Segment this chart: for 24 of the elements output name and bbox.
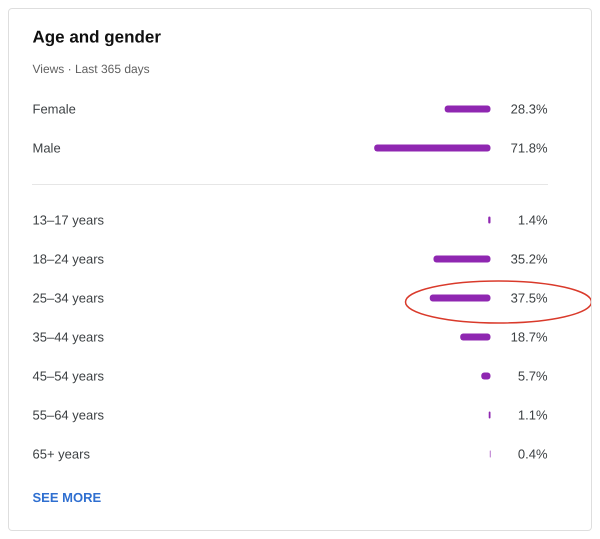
- bar: [460, 334, 490, 340]
- y-tick-label: 18–24 years: [32, 252, 105, 266]
- data-label: 35.2%: [510, 252, 548, 266]
- data-label: 5.7%: [518, 368, 548, 384]
- y-tick-label: Female: [32, 102, 76, 116]
- y-tick-label: 25–34 years: [32, 290, 105, 306]
- text: Views · Last 365 days: [32, 62, 150, 76]
- data-label: 28.3%: [510, 102, 548, 116]
- data-label: 1.1%: [518, 408, 548, 422]
- y-tick-label: 65+ years: [32, 446, 90, 462]
- data-label: 37.5%: [510, 290, 548, 306]
- bar: [433, 256, 490, 262]
- data-label: 18.7%: [510, 330, 548, 344]
- y-tick-label: Male: [32, 140, 61, 156]
- text: Age and gender: [32, 28, 162, 46]
- data-label: 0.4%: [518, 446, 548, 462]
- y-tick-label: 35–44 years: [32, 330, 105, 344]
- y-tick-label: 55–64 years: [32, 408, 105, 422]
- y-tick-label: 13–17 years: [32, 212, 105, 228]
- y-tick-label: 45–54 years: [32, 368, 105, 384]
- bar: [430, 294, 490, 302]
- text: SEE MORE: [32, 490, 102, 505]
- data-label: 1.4%: [518, 212, 548, 228]
- data-label: 71.8%: [510, 140, 548, 156]
